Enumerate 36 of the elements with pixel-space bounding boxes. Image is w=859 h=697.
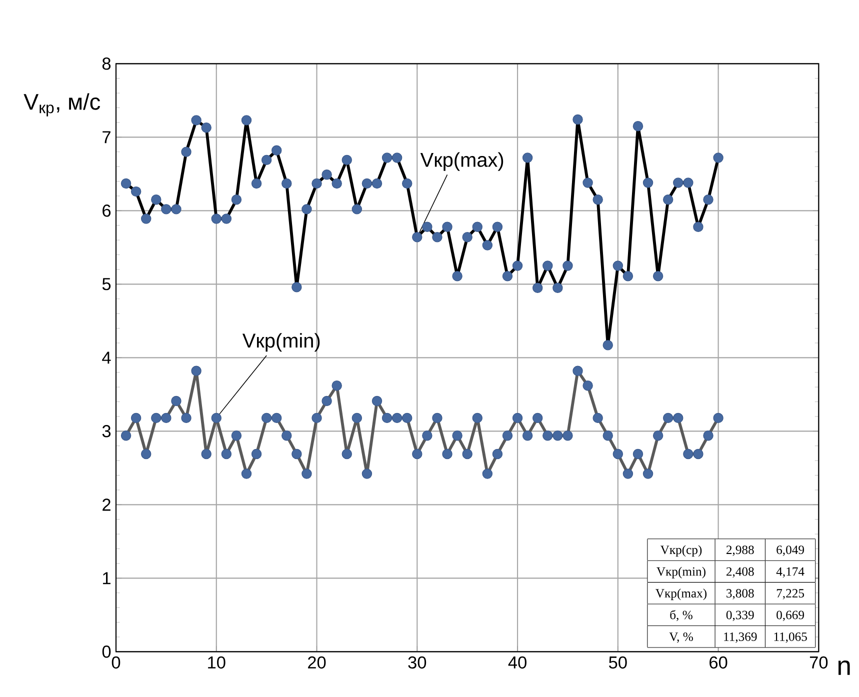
series-label: Vкр(max) [420,152,504,171]
y-tick-label: 0 [102,646,111,658]
x-tick-label: 0 [112,656,120,669]
y-tick-label: 5 [102,278,111,290]
annotation: 2,988 [726,546,754,556]
annotation: 2,408 [726,567,754,578]
x-tick-label: 60 [710,656,728,669]
y-tick-label: 4 [102,352,111,364]
x-tick-label: 70 [810,656,828,669]
y-axis-title: V$_{кр}$, м/с [24,93,100,116]
x-tick-label: 30 [408,656,426,669]
x-tick-label: 10 [208,656,226,669]
annotation: 7,225 [776,589,804,600]
annotation: 4,174 [776,567,804,578]
annotation: 11,065 [774,632,807,643]
annotation: Vкр(max) [656,588,707,600]
annotation: 0,339 [726,610,754,622]
annotation: 6,049 [776,546,804,556]
y-tick-label: 1 [103,572,110,584]
annotation: 11,369 [724,632,757,643]
y-tick-label: 6 [102,204,111,217]
annotation: V, % [669,632,693,643]
series-label: Vкр(min) [242,333,320,352]
annotation: 0,669 [776,610,804,622]
x-tick-label: 20 [308,656,326,669]
annotation: Vкр(ср) [660,545,702,557]
y-tick-label: 3 [102,425,111,438]
y-tick-label: 7 [102,131,110,144]
annotation: Vкр(min) [656,566,706,578]
annotation: б, % [670,610,692,622]
y-tick-label: 2 [102,498,110,511]
y-tick-label: 8 [102,58,111,70]
annotation: 3,808 [726,589,754,600]
x-tick-label: 40 [508,656,526,669]
x-tick-label: 50 [608,656,627,669]
x-axis-title: n [838,660,850,675]
